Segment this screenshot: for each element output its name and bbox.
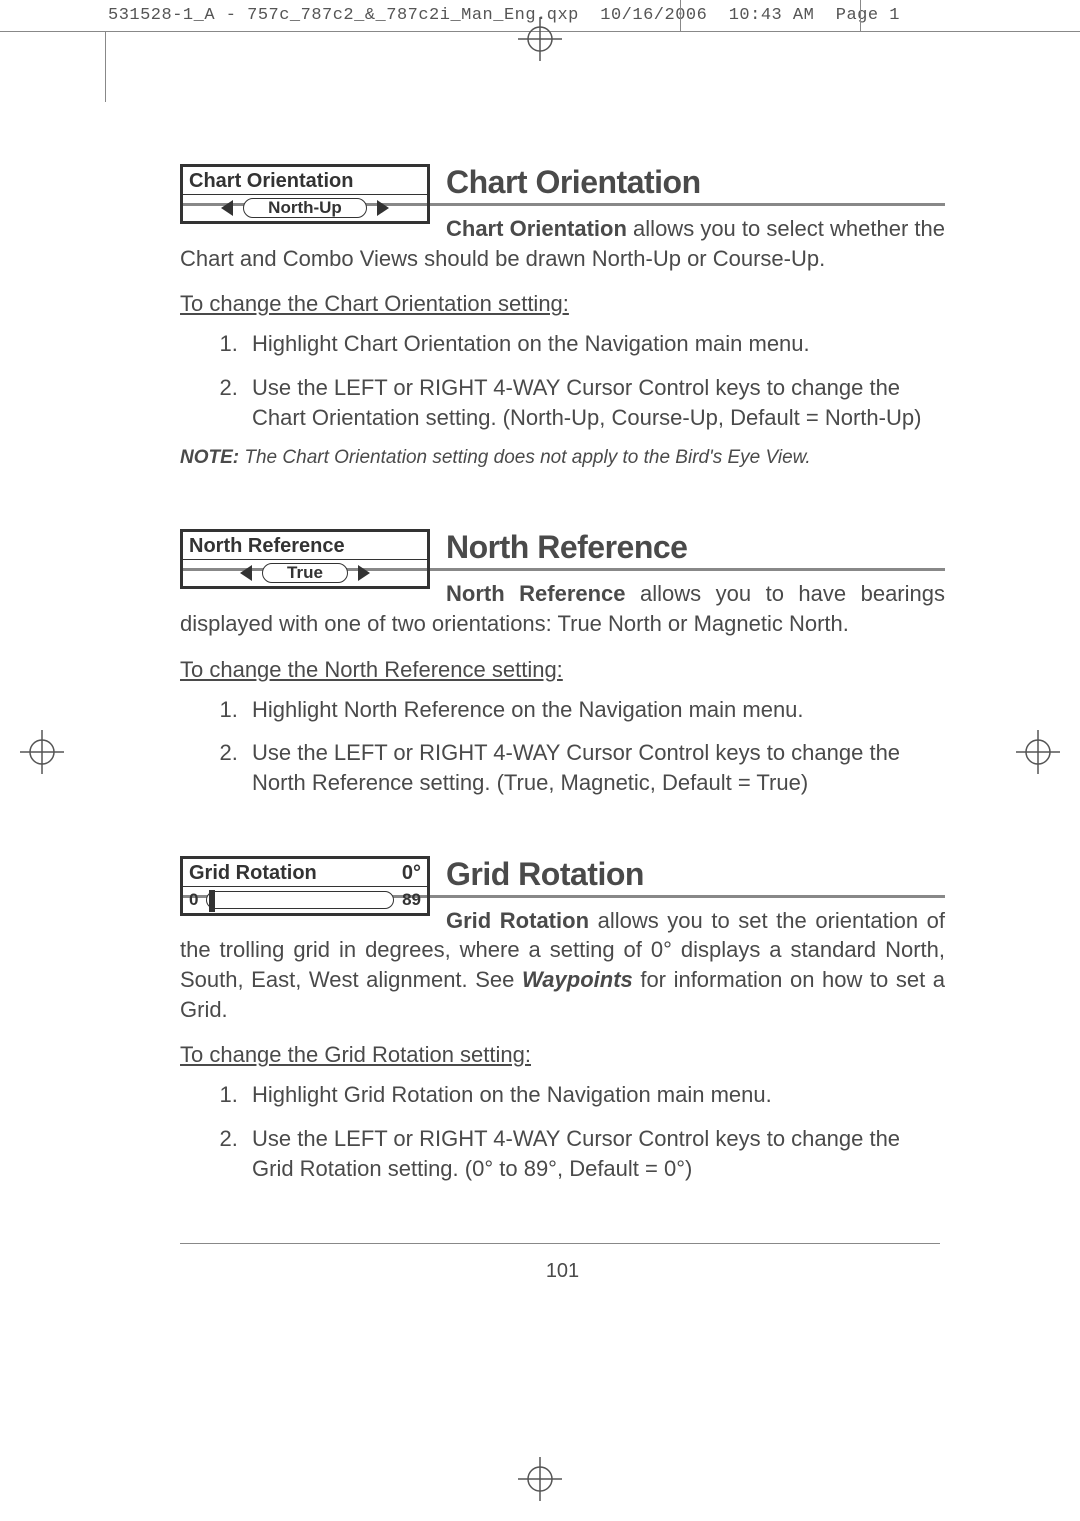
note: NOTE: The Chart Orientation setting does… — [180, 446, 945, 471]
note-label: NOTE: — [180, 447, 239, 468]
steps-list: Highlight Grid Rotation on the Navigatio… — [244, 1080, 945, 1183]
header-divider — [860, 0, 861, 32]
arrow-left-icon[interactable] — [221, 200, 233, 216]
section-grid-rotation: Grid Rotation 0° 0 89 Grid Rotation Grid… — [180, 856, 945, 1184]
header-filename: 531528-1_A - 757c_787c2_&_787c2i_Man_Eng… — [108, 6, 579, 25]
step-item: Highlight Chart Orientation on the Navig… — [244, 329, 945, 359]
arrow-right-icon[interactable] — [358, 565, 370, 581]
registration-mark-icon — [1016, 730, 1060, 774]
header-page-label: Page 1 — [836, 6, 900, 25]
header-divider — [680, 0, 681, 32]
intro-bold: North Reference — [446, 581, 626, 606]
step-item: Use the LEFT or RIGHT 4-WAY Cursor Contr… — [244, 1124, 945, 1183]
howto-heading: To change the North Reference setting: — [180, 657, 945, 683]
intro-bold: Grid Rotation — [446, 908, 589, 933]
steps-list: Highlight Chart Orientation on the Navig… — [244, 329, 945, 432]
note-text: The Chart Orientation setting does not a… — [239, 447, 810, 468]
steps-list: Highlight North Reference on the Navigat… — [244, 695, 945, 798]
arrow-right-icon[interactable] — [377, 200, 389, 216]
margin-rule — [105, 32, 106, 102]
chart-orientation-widget: Chart Orientation North-Up — [180, 164, 430, 224]
intro-em: Waypoints — [522, 967, 633, 992]
registration-mark-icon — [20, 730, 64, 774]
arrow-left-icon[interactable] — [240, 565, 252, 581]
howto-heading: To change the Grid Rotation setting: — [180, 1042, 945, 1068]
step-item: Use the LEFT or RIGHT 4-WAY Cursor Contr… — [244, 373, 945, 432]
page-content: Chart Orientation North-Up Chart Orienta… — [180, 164, 945, 1283]
footer-rule — [180, 1243, 940, 1244]
header-text: 531528-1_A - 757c_787c2_&_787c2i_Man_Eng… — [108, 6, 900, 25]
selector-value: True — [262, 563, 348, 583]
selector-value: North-Up — [243, 198, 367, 218]
slider-track[interactable] — [206, 891, 394, 909]
howto-heading: To change the Chart Orientation setting: — [180, 291, 945, 317]
step-item: Use the LEFT or RIGHT 4-WAY Cursor Contr… — [244, 738, 945, 797]
widget-title: North Reference — [189, 535, 345, 558]
selector-control[interactable]: North-Up — [180, 194, 430, 224]
grid-rotation-widget: Grid Rotation 0° 0 89 — [180, 856, 430, 916]
intro-bold: Chart Orientation — [446, 216, 627, 241]
selector-control[interactable]: True — [180, 559, 430, 589]
slider-control[interactable]: 0 89 — [180, 886, 430, 916]
header-time: 10:43 AM — [729, 6, 815, 25]
north-reference-widget: North Reference True — [180, 529, 430, 589]
step-item: Highlight Grid Rotation on the Navigatio… — [244, 1080, 945, 1110]
widget-title: Grid Rotation — [189, 862, 317, 885]
slider-max: 89 — [402, 890, 421, 910]
slider-thumb[interactable] — [209, 890, 215, 912]
section-north-reference: North Reference True North Reference Nor… — [180, 529, 945, 797]
header-date: 10/16/2006 — [600, 6, 707, 25]
page-number: 101 — [180, 1260, 945, 1283]
step-item: Highlight North Reference on the Navigat… — [244, 695, 945, 725]
section-intro: Grid Rotation allows you to set the orie… — [180, 906, 945, 1025]
section-chart-orientation: Chart Orientation North-Up Chart Orienta… — [180, 164, 945, 471]
registration-mark-icon — [518, 1457, 562, 1501]
widget-title: Chart Orientation — [189, 170, 353, 193]
widget-value: 0° — [402, 862, 421, 885]
slider-min: 0 — [189, 890, 198, 910]
registration-mark-icon — [518, 17, 562, 61]
